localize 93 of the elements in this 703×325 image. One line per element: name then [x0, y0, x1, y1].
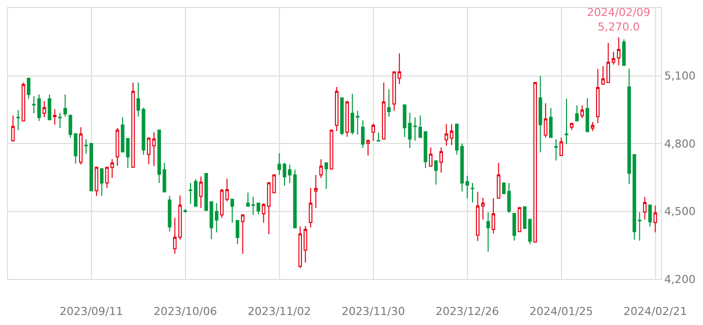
- candlestick: [340, 97, 344, 136]
- candlestick: [324, 162, 328, 190]
- candlestick: [94, 166, 98, 196]
- candlestick: [648, 204, 652, 227]
- candlestick: [350, 93, 354, 135]
- candlestick: [37, 94, 41, 122]
- candlestick: [638, 212, 642, 242]
- candlestick: [596, 68, 600, 124]
- candlestick: [570, 122, 574, 130]
- candlestick: [486, 212, 490, 252]
- candlestick: [492, 198, 496, 234]
- candlestick: [68, 114, 72, 138]
- candlestick: [330, 130, 334, 170]
- candlestick: [58, 112, 62, 128]
- candlestick: [22, 82, 26, 122]
- candlestick: [376, 132, 380, 142]
- candlestick: [52, 108, 57, 126]
- candlestick: [470, 182, 474, 203]
- candlestick: [361, 120, 365, 149]
- candlestick: [334, 86, 338, 132]
- x-tick-label: 2024/01/25: [530, 305, 593, 318]
- candlestick: [246, 192, 250, 207]
- candlestick: [538, 75, 542, 153]
- candlestick: [178, 194, 182, 240]
- candlestick: [549, 107, 553, 138]
- candlestick: [533, 82, 537, 242]
- candlestick: [42, 100, 46, 118]
- candlestick: [434, 160, 438, 186]
- candlestick: [230, 198, 234, 224]
- y-tick-label: 4,500: [664, 205, 696, 218]
- candlestick: [590, 122, 594, 132]
- candlestick: [11, 115, 15, 142]
- candlestick: [575, 104, 579, 122]
- candlestick: [131, 82, 135, 168]
- candlestick: [450, 124, 454, 146]
- y-tick-label: 5,100: [664, 70, 696, 83]
- annotation: 2024/02/09 5,270.0: [587, 6, 650, 34]
- candlestick: [272, 174, 276, 194]
- x-tick-label: 2023/09/11: [60, 305, 123, 318]
- x-tick-label: 2023/10/06: [154, 305, 217, 318]
- candlestick: [308, 187, 312, 228]
- x-tick-label: 2023/11/02: [248, 305, 311, 318]
- candlestick: [16, 110, 20, 131]
- candlestick: [622, 38, 626, 66]
- candlestick: [168, 195, 172, 232]
- candlestick: [240, 214, 244, 254]
- candlestick: [236, 220, 240, 244]
- x-tick-label: 2023/11/30: [342, 305, 405, 318]
- candlestick: [32, 96, 36, 114]
- candlestick: [387, 88, 391, 118]
- candlestick: [653, 205, 658, 233]
- candlestick: [74, 133, 78, 164]
- candlestick: [496, 162, 500, 199]
- candlestick: [518, 207, 522, 232]
- candlestick: [356, 110, 360, 135]
- candlestick: [512, 213, 516, 242]
- candlestick: [455, 124, 459, 156]
- candlestick: [100, 168, 104, 196]
- candlestick: [439, 146, 443, 174]
- candlestick: [48, 94, 52, 121]
- candlestick: [345, 100, 349, 138]
- candlestick: [105, 166, 109, 188]
- candlestick: [586, 98, 590, 133]
- x-tick-label: 2024/02/21: [624, 305, 687, 318]
- candlestick: [544, 102, 548, 138]
- candlestick: [26, 78, 30, 100]
- candlestick: [564, 98, 568, 145]
- candlestick: [643, 196, 647, 220]
- candlestick: [507, 182, 511, 214]
- y-tick-label: 4,200: [664, 272, 696, 286]
- candlestick: [214, 202, 218, 233]
- candlestick: [314, 174, 318, 208]
- candlestick: [428, 146, 432, 167]
- candlestick: [173, 217, 177, 254]
- candlestick: [444, 124, 448, 146]
- candlestick: [554, 138, 558, 161]
- candlestick: [371, 122, 376, 142]
- candlestick: [220, 188, 224, 218]
- y-tick-label: 4,800: [664, 137, 696, 150]
- candlestick: [79, 126, 83, 165]
- candlestick: [199, 176, 203, 208]
- candlestick: [110, 158, 114, 179]
- candlestick: [382, 82, 386, 140]
- candlestick: [319, 158, 323, 179]
- candlestick: [366, 138, 370, 156]
- candlestick: [116, 127, 120, 166]
- candlestick: [580, 104, 584, 119]
- x-tick-label: 2023/12/26: [436, 305, 499, 318]
- candlestick: [184, 208, 188, 214]
- candlestick: [63, 94, 67, 118]
- candlestick: [225, 178, 229, 202]
- candlestick: [502, 182, 506, 194]
- candlestick: [559, 137, 564, 156]
